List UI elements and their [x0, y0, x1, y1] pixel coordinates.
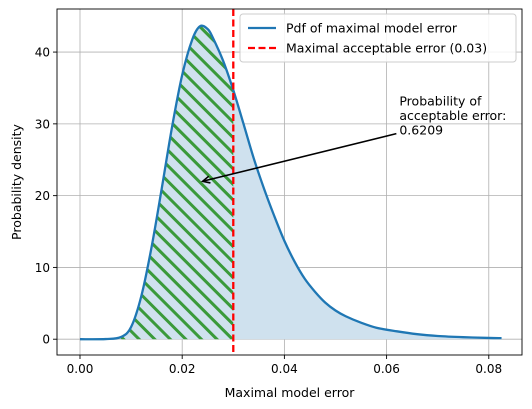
- annotation: Probability of acceptable error: 0.6209: [200, 94, 506, 184]
- x-axis-label: Maximal model error: [225, 385, 356, 400]
- y-tick-label: 10: [35, 261, 50, 275]
- plot-frame: [56, 8, 523, 356]
- y-tick-label: 20: [35, 189, 50, 203]
- series-line-pdf: [79, 24, 502, 341]
- x-tick-label: 0.08: [475, 362, 502, 376]
- y-axis: 0 10 20 30 40: [35, 46, 57, 347]
- y-tick-label: 40: [35, 46, 50, 60]
- legend: Pdf of maximal model error Maximal accep…: [239, 13, 517, 63]
- acceptable-region-hatch: [79, 25, 234, 340]
- annotation-text-line-2: acceptable error:: [399, 108, 506, 123]
- legend-label-pdf: Pdf of maximal model error: [286, 21, 458, 36]
- y-tick-label: 30: [35, 117, 50, 131]
- y-tick-label: 0: [42, 333, 50, 347]
- x-tick-label: 0.04: [271, 362, 298, 376]
- annotation-text-line-3: 0.6209: [399, 123, 443, 138]
- annotation-text-line-1: Probability of: [399, 94, 482, 109]
- legend-box: [239, 13, 517, 63]
- x-tick-label: 0.00: [67, 362, 94, 376]
- x-axis: 0.00 0.02 0.04 0.06 0.08: [67, 355, 502, 376]
- legend-label-threshold: Maximal acceptable error (0.03): [286, 41, 487, 56]
- x-tick-label: 0.06: [373, 362, 400, 376]
- x-tick-label: 0.02: [169, 362, 196, 376]
- y-axis-label: Probability density: [9, 123, 24, 239]
- annotation-arrowhead: [200, 175, 211, 184]
- annotation-arrow: [202, 132, 397, 183]
